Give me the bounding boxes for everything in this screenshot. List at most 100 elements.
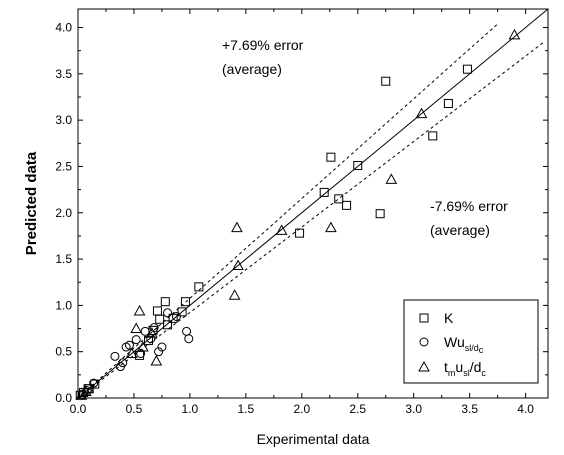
tm-point — [150, 354, 163, 366]
wu-point — [171, 311, 181, 321]
legend-label-k: K — [444, 310, 454, 326]
k-point — [194, 282, 204, 292]
y-tick-label: 0.5 — [55, 345, 72, 359]
wu-point — [157, 342, 167, 352]
wu-point — [140, 326, 150, 336]
k-point — [462, 64, 472, 74]
legend-marker-triangle — [418, 360, 430, 372]
tm-point — [133, 304, 146, 316]
legend-label-tm-mid: u — [455, 359, 463, 375]
k-point — [152, 306, 162, 316]
x-tick-label: 1.0 — [182, 402, 199, 416]
legend: K Wusl/dc tmusl/dc — [403, 299, 539, 384]
legend-label-wu-main: Wu — [444, 334, 465, 350]
legend-label-tm-sub3: c — [481, 368, 486, 378]
k-point — [180, 297, 190, 307]
x-axis: 0.0 0.5 1.0 1.5 2.0 2.5 3.0 3.5 4.0 — [70, 9, 534, 416]
reference-lines — [78, 9, 548, 398]
k-point — [177, 307, 187, 317]
y-tick-label: 4.0 — [55, 21, 72, 35]
wu-point — [136, 349, 146, 359]
x-tick-label: 2.0 — [293, 402, 310, 416]
k-point — [443, 98, 453, 108]
legend-label-tm-sub2: sl — [463, 368, 470, 378]
tm-point — [146, 327, 158, 338]
x-tick-label: 2.5 — [349, 402, 366, 416]
y-tick-label: 2.0 — [55, 206, 72, 220]
plot-area-frame — [77, 8, 549, 399]
wu-point — [154, 347, 164, 357]
y-axis: 0.0 0.5 1.0 1.5 2.0 2.5 3.0 3.5 4.0 — [55, 21, 548, 405]
tm-point — [231, 221, 243, 233]
k-point — [326, 152, 336, 162]
lower-error-annotation-line1: -7.69% error — [430, 198, 508, 214]
k-point — [428, 131, 438, 141]
tm-point — [232, 259, 244, 271]
tm-point — [75, 389, 88, 400]
wu-point — [182, 326, 192, 336]
k-point — [144, 336, 153, 346]
wu-point — [82, 386, 92, 396]
x-tick-label: 0.5 — [126, 402, 143, 416]
upper-error-annotation-line1: +7.69% error — [222, 37, 304, 53]
k-point — [295, 228, 305, 238]
k-point — [163, 320, 173, 330]
x-tick-label: 1.5 — [238, 402, 255, 416]
legend-marker-circle — [419, 337, 429, 347]
k-point — [353, 161, 363, 171]
y-tick-label: 0.0 — [55, 391, 72, 405]
y-axis-label: Predicted data — [23, 151, 40, 255]
y-tick-label: 3.5 — [55, 67, 72, 81]
lower-error-line — [78, 41, 544, 398]
upper-error-line — [78, 23, 498, 398]
wu-point — [118, 358, 128, 368]
tm-point — [228, 289, 241, 300]
k-point — [375, 209, 385, 219]
x-tick-label: 3.5 — [461, 402, 478, 416]
k-point — [90, 379, 100, 389]
legend-label-tm-main: t — [444, 359, 448, 375]
legend-marker-square — [419, 313, 429, 323]
x-tick-label: 4.0 — [517, 402, 534, 416]
legend-label-k-main: K — [444, 310, 454, 326]
tm-point — [508, 28, 521, 40]
wu-point — [124, 340, 134, 350]
k-point — [155, 314, 165, 324]
legend-label-wu-sub: sl/d — [465, 343, 479, 353]
tm-point — [130, 322, 143, 334]
k-point — [334, 194, 344, 204]
data-markers — [75, 28, 521, 400]
tm-point — [385, 173, 398, 184]
legend-label-tm: tmusl/dc — [444, 359, 486, 378]
wu-point — [163, 308, 173, 318]
k-point — [381, 76, 391, 86]
legend-label-tm-tail: /d — [470, 359, 482, 375]
x-tick-label: 0.0 — [70, 402, 87, 416]
x-axis-label: Experimental data — [257, 431, 370, 447]
tm-point — [79, 385, 92, 397]
tm-point — [325, 221, 337, 233]
legend-label-tm-sub: m — [448, 368, 456, 378]
wu-point — [89, 378, 99, 388]
legend-markers — [418, 313, 430, 372]
legend-label-wu: Wusl/dc — [444, 334, 484, 355]
legend-label-wu-sub-tail: c — [479, 345, 484, 355]
wu-point — [110, 351, 120, 361]
lower-error-annotation-line2: (average) — [430, 222, 490, 238]
k-point — [319, 187, 329, 197]
wu-point — [146, 334, 156, 344]
x-tick-label: 3.0 — [405, 402, 422, 416]
k-point — [160, 297, 170, 307]
k-point — [342, 200, 352, 210]
identity-line — [78, 9, 548, 398]
upper-error-annotation-line2: (average) — [222, 61, 282, 77]
wu-point — [184, 334, 194, 344]
y-tick-label: 3.0 — [55, 113, 72, 127]
tm-point — [275, 224, 288, 235]
y-tick-label: 1.0 — [55, 298, 72, 312]
tm-point — [125, 347, 138, 359]
tm-point — [415, 107, 428, 119]
tm-point — [137, 341, 149, 352]
